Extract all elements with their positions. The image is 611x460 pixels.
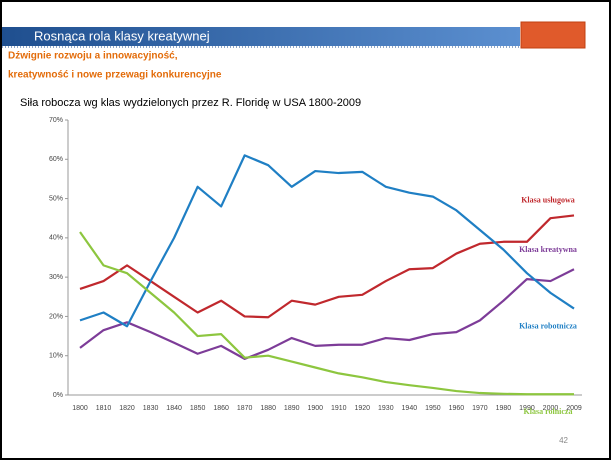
slide-subtitle: kreatywność i nowe przewagi konkurencyjn… <box>8 70 222 81</box>
series-line <box>79 154 575 328</box>
chart-title: Siła robocza wg klas wydzielonych przez … <box>20 97 361 109</box>
x-tick-label: 1990 <box>519 405 535 412</box>
slide-title: Rosnąca rola klasy kreatywnej <box>34 28 210 43</box>
y-tick-label: 60% <box>49 156 63 163</box>
x-tick-label: 1910 <box>331 405 347 412</box>
x-tick-label: 1890 <box>284 405 300 412</box>
y-tick-label: 70% <box>49 117 63 124</box>
series-label: Klasa robotnicza <box>519 321 577 330</box>
x-tick-label: 1850 <box>190 405 206 412</box>
x-tick-label: 1870 <box>237 405 253 412</box>
x-tick-label: 1800 <box>72 405 88 412</box>
series-line <box>79 268 575 360</box>
x-tick-label: 1940 <box>402 405 418 412</box>
series-line <box>79 231 574 396</box>
y-tick-label: 30% <box>49 274 63 281</box>
x-tick-label: 1810 <box>96 405 112 412</box>
x-tick-label: 2009 <box>566 405 582 412</box>
y-tick-label: 50% <box>49 195 63 202</box>
x-tick-label: 1920 <box>354 405 370 412</box>
x-tick-label: 1900 <box>307 405 323 412</box>
y-tick-label: 10% <box>49 353 63 360</box>
header-box <box>520 21 586 49</box>
x-tick-label: 1930 <box>378 405 394 412</box>
x-tick-label: 1820 <box>119 405 135 412</box>
series-label: Klasa usługowa <box>521 195 575 204</box>
y-tick-label: 40% <box>49 235 63 242</box>
x-tick-label: 1980 <box>496 405 512 412</box>
series-line <box>79 214 575 319</box>
x-tick-label: 1830 <box>143 405 159 412</box>
slide-subtitle: Dźwignie rozwoju a innowacyjność, <box>8 51 178 62</box>
x-tick-label: 1950 <box>425 405 441 412</box>
x-tick-label: 1880 <box>260 405 276 412</box>
header-bar <box>2 27 520 46</box>
x-tick-label: 1860 <box>213 405 229 412</box>
x-tick-label: 1960 <box>449 405 465 412</box>
x-tick-label: 1840 <box>166 405 182 412</box>
y-tick-label: 20% <box>49 313 63 320</box>
x-tick-label: 1970 <box>472 405 488 412</box>
page-number: 42 <box>559 436 568 445</box>
series-label: Klasa kreatywna <box>519 245 577 254</box>
y-tick-label: 0% <box>53 392 63 399</box>
series-label: Klasa rolnicza <box>524 407 573 416</box>
x-tick-label: 2000 <box>543 405 559 412</box>
